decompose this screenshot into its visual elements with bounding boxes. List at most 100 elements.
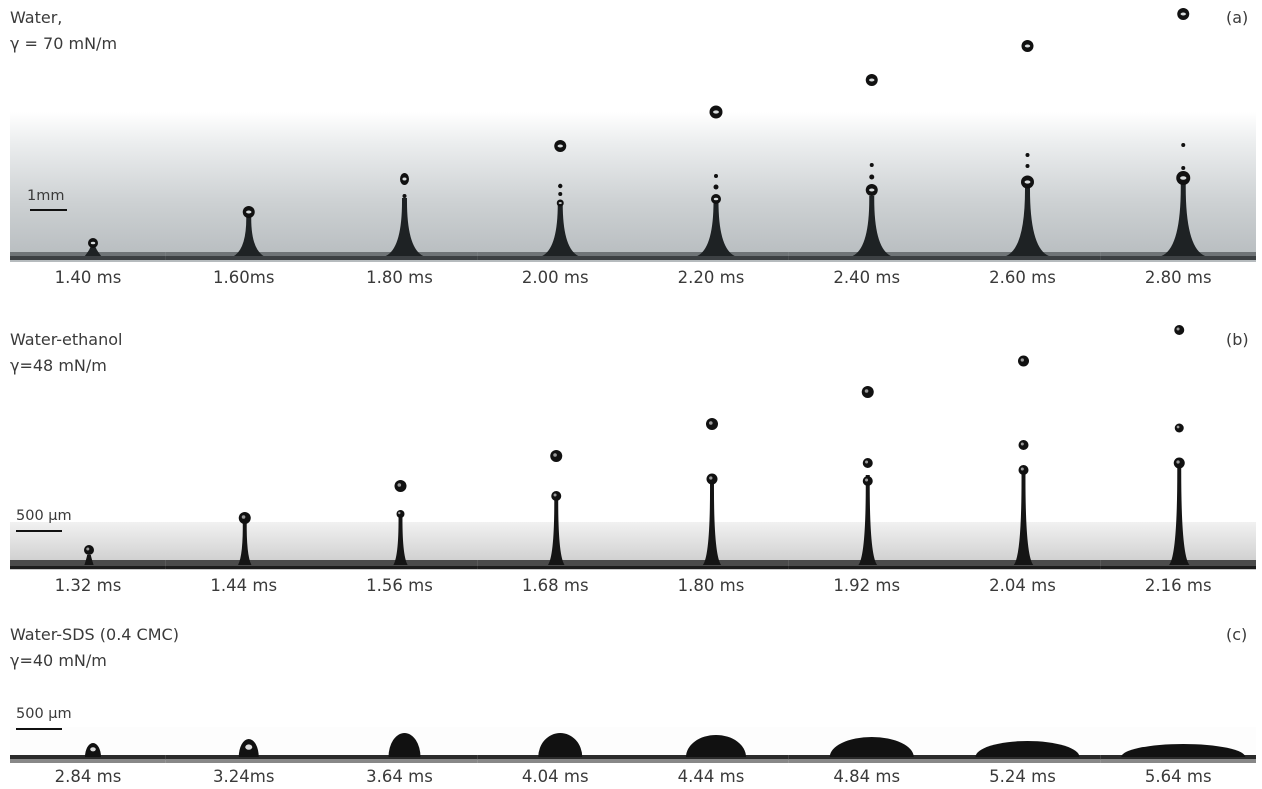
- droplet: [402, 194, 407, 198]
- frame: [944, 727, 1101, 763]
- row-a-scale-label: 1mm: [27, 188, 65, 204]
- row-c-time-label: 5.24 ms: [989, 767, 1056, 786]
- jet: [1161, 184, 1206, 256]
- droplet: [1018, 440, 1029, 450]
- row-a-scale-bar: [30, 209, 67, 211]
- row-b-time-label: 1.92 ms: [833, 576, 901, 595]
- row-c-time-label: 3.64 ms: [366, 767, 433, 786]
- droplet: [1025, 153, 1030, 157]
- frame: [10, 112, 167, 262]
- row-b-scale-bar: [16, 530, 62, 532]
- droplet: [686, 735, 746, 757]
- row-c-time-label: 3.24ms: [213, 767, 275, 786]
- row-c-time-label: 4.04 ms: [521, 767, 589, 786]
- frame: [477, 727, 634, 763]
- jet: [697, 198, 735, 256]
- droplet: [713, 184, 719, 190]
- frame: [477, 450, 634, 570]
- row-b-time-label: 2.04 ms: [989, 576, 1056, 595]
- jet: [1013, 469, 1034, 565]
- row-b-time-label: 2.16 ms: [1144, 576, 1212, 595]
- row-a-panel-tag: (a): [1226, 8, 1249, 27]
- droplet: [84, 545, 94, 555]
- droplet: [1181, 143, 1186, 147]
- jet: [84, 555, 94, 565]
- frame: [944, 40, 1101, 262]
- droplet: [396, 510, 405, 518]
- row-b-surface-tension-label: γ=48 mN/m: [10, 356, 107, 375]
- droplet: [551, 491, 562, 501]
- row-a-time-label: 1.40 ms: [54, 268, 122, 287]
- row-c-surface-tension-label: γ=40 mN/m: [10, 651, 107, 670]
- frame: [788, 727, 945, 763]
- jet: [547, 493, 565, 565]
- droplet: [1181, 166, 1186, 170]
- droplet: [558, 192, 563, 196]
- droplet: [1174, 423, 1184, 433]
- droplet: [869, 174, 875, 180]
- frame: [165, 112, 322, 262]
- droplet: [558, 183, 563, 189]
- row-b-scale-label: 500 µm: [16, 508, 72, 524]
- jet: [1006, 186, 1049, 256]
- row-c-scale-label: 500 µm: [16, 706, 72, 722]
- droplet: [1174, 325, 1185, 335]
- droplet: [829, 737, 914, 757]
- droplet: [1025, 164, 1030, 168]
- droplet: [862, 476, 873, 486]
- row-a-time-label: 2.20 ms: [677, 268, 745, 287]
- row-a-image-strip: [10, 8, 1256, 262]
- row-b-time-label: 1.80 ms: [677, 576, 745, 595]
- frame: [165, 727, 322, 763]
- frame: [788, 74, 945, 262]
- row-a-surface-tension-label: γ = 70 mN/m: [10, 34, 118, 53]
- row-c-image-strip: [10, 727, 1256, 763]
- frame: [165, 512, 322, 570]
- row-b-time-label: 1.32 ms: [54, 576, 122, 595]
- jet: [233, 216, 264, 256]
- droplet: [538, 733, 583, 757]
- row-a-time-label: 2.40 ms: [833, 268, 901, 287]
- row-b-time-label: 1.44 ms: [210, 576, 278, 595]
- frame: [321, 480, 478, 570]
- row-a-time-label: 1.80 ms: [366, 268, 433, 287]
- frame: [1100, 8, 1256, 262]
- droplet: [862, 458, 873, 468]
- frame: [10, 727, 167, 763]
- row-c-time-label: 4.84 ms: [833, 767, 901, 786]
- frame: [477, 112, 634, 262]
- frame: [633, 105, 790, 262]
- frame: [321, 727, 478, 763]
- droplet: [388, 733, 421, 757]
- droplet: [869, 163, 874, 167]
- jet: [542, 201, 579, 256]
- jet: [702, 479, 722, 565]
- row-a-time-label: 2.80 ms: [1144, 268, 1212, 287]
- droplet: [1018, 465, 1029, 475]
- jet: [385, 198, 424, 256]
- droplet: [714, 174, 718, 178]
- jet: [852, 196, 891, 256]
- droplet: [975, 741, 1080, 757]
- jet: [238, 520, 252, 565]
- jet: [393, 513, 408, 565]
- row-a-time-label: 1.60ms: [213, 268, 275, 287]
- row-c-time-label: 4.44 ms: [677, 767, 745, 786]
- row-b-time-label: 1.68 ms: [521, 576, 589, 595]
- row-a-time-label: 2.00 ms: [521, 268, 589, 287]
- jet: [1169, 461, 1190, 565]
- jet: [858, 475, 878, 565]
- row-b-liquid-label: Water-ethanol: [10, 330, 123, 349]
- frame: [633, 418, 790, 570]
- frame: [1100, 727, 1256, 763]
- droplet: [1121, 744, 1246, 757]
- jet: [84, 246, 102, 256]
- frame: [788, 386, 945, 570]
- row-b-panel-tag: (b): [1226, 330, 1249, 349]
- row-c-panel-tag: (c): [1226, 625, 1248, 644]
- row-a-liquid-label: Water,: [10, 8, 63, 27]
- row-c-liquid-label: Water-SDS (0.4 CMC): [10, 625, 179, 644]
- frame: [10, 522, 167, 570]
- frame: [1100, 325, 1256, 570]
- frame: [944, 355, 1101, 570]
